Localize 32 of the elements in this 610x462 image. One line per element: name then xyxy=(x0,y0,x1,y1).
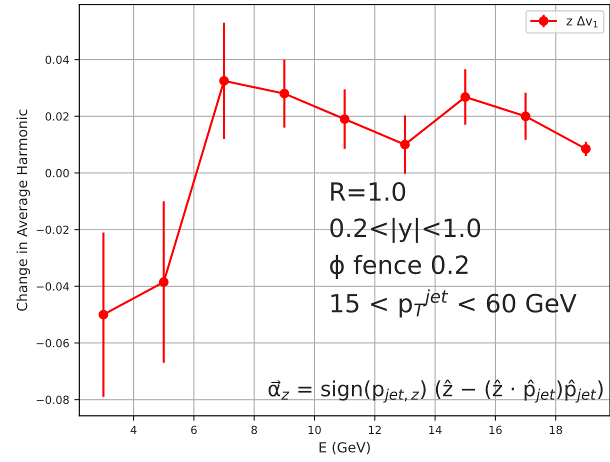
y-tick-label: 0.02 xyxy=(46,112,68,121)
y-tick-label: −0.06 xyxy=(36,338,69,348)
point xyxy=(581,144,591,154)
point xyxy=(400,140,410,150)
y-tick-label: 0.00 xyxy=(46,168,69,178)
x-tick-label: 4 xyxy=(130,426,136,434)
annotation: 0.2<|y|<1.0 xyxy=(330,218,480,243)
x-tick-label: 6 xyxy=(191,426,197,434)
x-tick-label: 12 xyxy=(368,426,381,434)
y-tick-label: −0.04 xyxy=(36,282,69,291)
x-tick-label: 10 xyxy=(308,426,321,434)
y-tick-label: −0.02 xyxy=(36,226,68,234)
x-tick-label: 18 xyxy=(550,426,562,434)
point xyxy=(279,88,290,98)
text: α⃗$_{z}$ = sign(p$_{jet,z}$) (ẑ − (ẑ · p̂$_{jet}$)p̂$_{jet}$) xyxy=(268,380,603,403)
y-tick-label: −0.08 xyxy=(36,396,69,404)
point xyxy=(98,310,108,320)
legend-label: z Δv$_{1}$ xyxy=(566,16,598,28)
point xyxy=(520,111,530,122)
point xyxy=(460,92,470,102)
x-tick-label: 8 xyxy=(251,426,257,434)
annotation: R=1.0 xyxy=(331,182,406,202)
point xyxy=(158,277,169,287)
y-tick-label: 0.04 xyxy=(46,56,69,64)
point xyxy=(340,114,350,124)
y-axis-title: Change in Average Harmonic xyxy=(16,110,30,311)
annotation: ϕ fence 0.2 xyxy=(330,254,468,280)
x-axis-title: E (GeV) xyxy=(320,442,370,454)
x-tick-label: 16 xyxy=(490,426,502,434)
point xyxy=(219,76,229,86)
annotation: 15 < p$_{T}$$^{jet}$ < 60 GeV xyxy=(331,289,577,318)
x-tick-label: 14 xyxy=(429,426,442,434)
